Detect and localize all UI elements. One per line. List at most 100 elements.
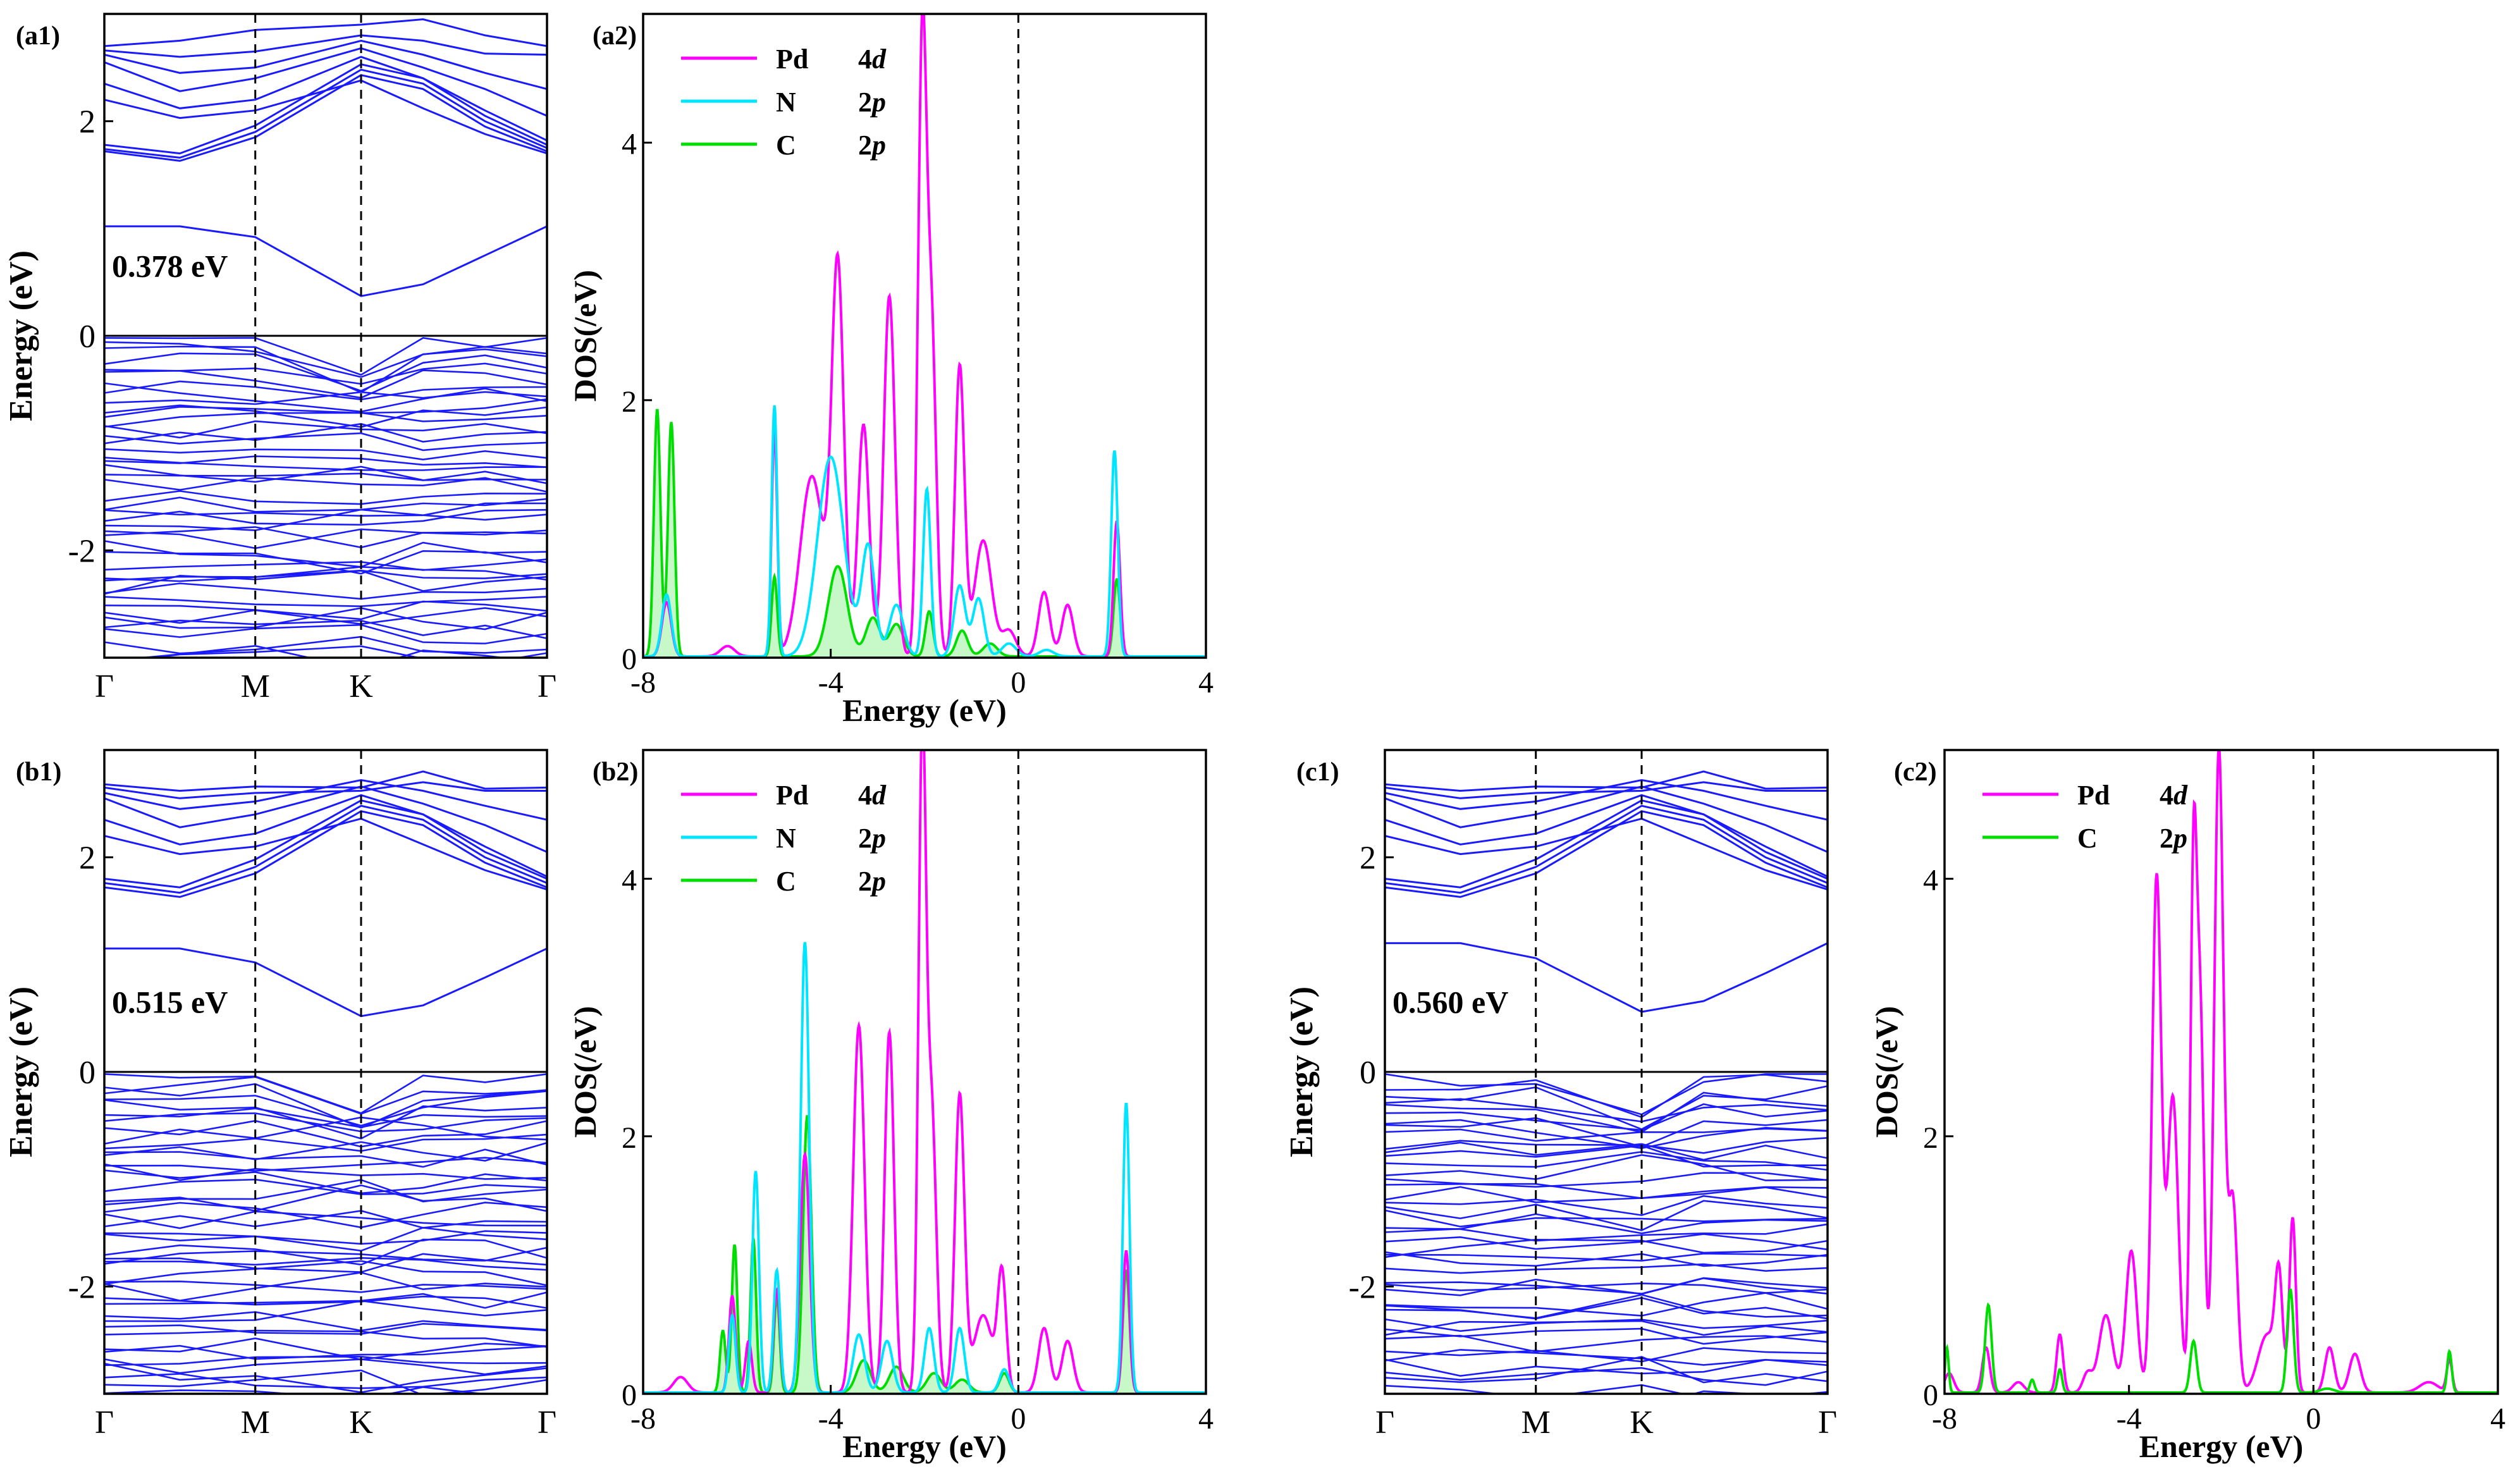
y-axis-title: DOS(/eV) xyxy=(567,270,603,402)
band-gap-label: 0.560 eV xyxy=(1392,985,1508,1020)
legend-orbital-number: 2 xyxy=(2160,823,2173,854)
dos-line-pd xyxy=(1945,750,2498,1394)
valence-band-line xyxy=(148,645,547,658)
valence-band-line xyxy=(104,1260,547,1286)
valence-band-line xyxy=(104,526,547,549)
valence-band-line xyxy=(1385,1153,1828,1181)
valence-band-line xyxy=(1385,1141,1828,1161)
y-tick-label: 4 xyxy=(622,864,637,897)
valence-band-line xyxy=(1385,1320,1828,1336)
valence-band-line xyxy=(104,1210,547,1229)
x-tick-label: 0 xyxy=(1011,666,1026,699)
valence-band-line xyxy=(1385,1186,1828,1203)
legend-orbital: 4d xyxy=(858,780,887,811)
x-tick-label: -8 xyxy=(630,1402,656,1436)
legend-orbital-letter: p xyxy=(2171,823,2187,854)
band-lines xyxy=(104,770,547,1394)
y-tick-label: 0 xyxy=(1923,1379,1938,1412)
conduction-band-line xyxy=(1385,794,1828,878)
x-axis-title: Energy (eV) xyxy=(842,1429,1007,1464)
valence-band-line xyxy=(1385,1334,1828,1353)
dos-line-n xyxy=(643,405,1206,658)
valence-band-line xyxy=(104,477,547,493)
y-tick-label: 0 xyxy=(622,1379,637,1412)
legend-orbital: 2p xyxy=(858,866,886,897)
dos-line-c xyxy=(1945,1288,2498,1394)
k-point-label: K xyxy=(349,668,373,704)
plot-frame xyxy=(642,13,1207,659)
conduction-band-line xyxy=(104,225,547,297)
x-tick-label: -4 xyxy=(818,666,844,699)
valence-band-line xyxy=(1385,1195,1828,1216)
legend-orbital-letter: d xyxy=(872,44,887,75)
valence-band-line xyxy=(1385,1200,1828,1231)
valence-band-line xyxy=(104,508,547,531)
panel-label: (c2) xyxy=(1894,758,1937,787)
legend-orbital: 4d xyxy=(2160,780,2188,811)
valence-band-line xyxy=(104,1107,547,1128)
x-tick-label: -8 xyxy=(630,666,656,699)
x-tick-label: 0 xyxy=(2306,1402,2321,1436)
y-tick-label: 4 xyxy=(1923,864,1938,897)
panel-label: (c1) xyxy=(1296,758,1339,787)
valence-band-line xyxy=(104,341,547,378)
valence-band-line xyxy=(104,391,547,405)
valence-band-line xyxy=(104,432,547,452)
y-tick-label: 0 xyxy=(622,643,637,676)
valence-band-line xyxy=(104,1344,547,1360)
y-tick-label: 2 xyxy=(1360,840,1376,876)
valence-band-line xyxy=(1385,1137,1828,1154)
valence-band-line xyxy=(1385,1277,1828,1295)
k-point-label: M xyxy=(241,1405,270,1441)
valence-band-line xyxy=(1385,1356,1828,1384)
valence-band-line xyxy=(1385,1296,1828,1320)
plot-frame xyxy=(1943,749,2499,1395)
valence-band-line xyxy=(104,1099,547,1140)
y-tick-label: -2 xyxy=(68,533,95,569)
dos-line-n xyxy=(643,942,1206,1394)
conduction-band-line xyxy=(1385,770,1828,792)
valence-band-line xyxy=(104,345,547,393)
valence-band-line xyxy=(104,1280,547,1293)
y-tick-label: 2 xyxy=(79,840,95,876)
valence-band-line xyxy=(1385,1183,1828,1200)
y-tick-label: 2 xyxy=(622,385,637,419)
band-gap-label: 0.515 eV xyxy=(112,985,228,1020)
band-lines xyxy=(104,18,547,658)
panel-c1-band-structure: -2 0 2 Γ M K Γ Energy (eV) (c1) 0.560 eV xyxy=(1284,749,1837,1441)
valence-band-line xyxy=(104,1148,547,1168)
legend-orbital-number: 2 xyxy=(858,87,872,118)
y-tick-label: 0 xyxy=(79,1055,95,1091)
y-tick-label: 4 xyxy=(622,128,637,161)
valence-band-line xyxy=(1385,1098,1828,1122)
valence-band-line xyxy=(1385,1074,1828,1119)
x-tick-label: -4 xyxy=(818,1402,844,1436)
conduction-band-line xyxy=(104,39,547,90)
legend-orbital-number: 4 xyxy=(2160,780,2173,811)
legend-orbital-number: 4 xyxy=(858,780,872,811)
valence-band-line xyxy=(104,1358,547,1375)
valence-band-line xyxy=(104,1355,547,1367)
conduction-band-line xyxy=(1385,778,1828,821)
y-tick-label: -2 xyxy=(68,1269,95,1305)
valence-band-line xyxy=(104,1238,547,1266)
valence-band-line xyxy=(104,600,547,620)
panel-label: (a1) xyxy=(16,22,60,51)
conduction-band-line xyxy=(1385,804,1828,894)
y-axis-title: DOS(/eV) xyxy=(567,1006,603,1138)
conduction-band-line xyxy=(104,778,547,821)
y-tick-label: 2 xyxy=(79,104,95,140)
dos-curves xyxy=(643,14,1206,658)
legend-orbital-number: 2 xyxy=(858,866,872,897)
legend-orbital: 2p xyxy=(858,823,886,854)
x-tick-label: 0 xyxy=(1011,1402,1026,1436)
legend-element: C xyxy=(776,866,796,897)
k-point-label: K xyxy=(1630,1405,1654,1441)
panel-a1-band-structure: -2 0 2 Γ M K Γ Energy (eV) (a1) 0.378 eV xyxy=(3,13,556,704)
k-point-label: Γ xyxy=(95,668,114,704)
k-point-label: Γ xyxy=(538,1405,556,1441)
